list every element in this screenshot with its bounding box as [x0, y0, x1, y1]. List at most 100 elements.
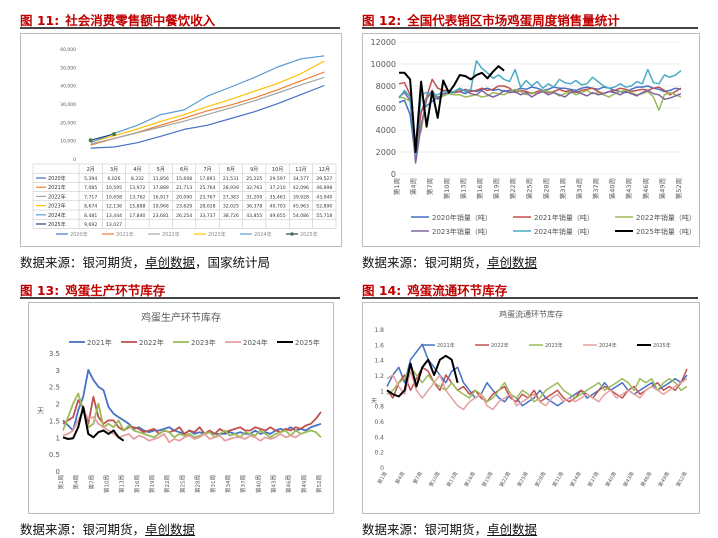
table-cell: 17,840	[129, 213, 145, 219]
y-tick-label: 20,000	[60, 120, 76, 126]
figure-13-source: 数据来源：银河期货，卓创数据	[20, 519, 195, 538]
y-tick-label: 4000	[376, 126, 396, 135]
y-tick-label: 10,000	[60, 139, 76, 145]
x-tick-label: 第1周	[57, 475, 65, 490]
source-link[interactable]: 卓创数据	[145, 255, 196, 270]
legend-label: 2024年	[254, 231, 272, 238]
x-tick-label: 第7周	[425, 178, 434, 195]
series-line-2025年销量（吨）	[399, 65, 505, 153]
table-cell: 13,972	[129, 185, 145, 191]
legend-label: 2025年销量（吨）	[636, 227, 696, 236]
x-tick-label: 第19周	[148, 475, 156, 493]
table-cell: 21,531	[223, 176, 239, 182]
table-header-cell: 10月	[272, 167, 283, 173]
table-cell: 36,378	[246, 204, 262, 210]
table-header-cell: 9月	[250, 167, 258, 173]
x-tick-label: 第40周	[254, 475, 262, 493]
legend-label: 2020年	[70, 231, 88, 238]
table-row-label: 2025年	[48, 221, 66, 228]
table-cell: 25,764	[199, 185, 215, 191]
y-tick-label: 3	[56, 367, 60, 375]
series-line-2021年销量（吨）	[398, 78, 682, 153]
series-line-2025年	[90, 133, 115, 141]
y-tick-label: 1	[380, 388, 384, 395]
table-cell: 16,917	[153, 194, 169, 200]
figure-number: 图 13:	[20, 283, 60, 298]
x-tick-label: 第34周	[569, 471, 583, 489]
series-line-2022年	[386, 366, 688, 403]
table-header-cell: 6月	[180, 167, 188, 173]
figure-number: 图 11:	[20, 13, 60, 28]
table-cell: 13,762	[129, 194, 145, 200]
table-cell: 32,763	[246, 185, 262, 191]
source-prefix: 数据来源：银河期货，	[20, 522, 146, 537]
table-cell: 23,681	[153, 213, 169, 219]
table-cell: 27,383	[223, 194, 239, 200]
figure-13-chart: 鸡蛋生产环节库存 2021年 2022年 2023年 2024年 2025年 0 0.5 1 1.…	[37, 311, 323, 493]
table-cell: 6,026	[107, 176, 120, 182]
table-cell: 42,096	[293, 185, 309, 191]
title-rule	[20, 297, 340, 299]
table-cell: 32,025	[223, 204, 239, 210]
legend-label: 2024年	[243, 338, 268, 347]
y-tick-label: 0.8	[374, 404, 384, 411]
figure-14-chart-frame: 鸡蛋流通环节库存 0 0.2 0.4 0.6 0.8 1 1.2 1.4 1.6 1.8 天 2021年…	[362, 302, 700, 514]
data-point-2025	[112, 132, 117, 137]
y-tick-label: 0	[73, 157, 76, 163]
figure-title-text: 鸡蛋生产环节库存	[65, 283, 166, 298]
table-cell: 35,461	[270, 194, 286, 200]
legend-label: 2022年	[491, 342, 509, 349]
x-tick-label: 第7周	[411, 471, 424, 486]
x-tick-label: 第4周	[409, 178, 418, 195]
table-header-cell: 2月	[87, 167, 95, 173]
table-cell: 39,928	[293, 194, 309, 200]
source-prefix: 数据来源：银河期货，	[362, 255, 488, 270]
x-tick-label: 第37周	[239, 475, 247, 493]
table-cell: 34,577	[293, 176, 309, 182]
legend-label: 2021年	[437, 342, 455, 349]
table-cell: 43,855	[246, 213, 262, 219]
x-tick-label: 第49周	[657, 471, 671, 489]
series-line-2025年	[386, 354, 459, 398]
x-tick-label: 第22周	[163, 475, 171, 493]
x-tick-label: 第34周	[574, 178, 583, 199]
figure-12-title: 图 12: 全国代表销区市场鸡蛋周度销售量统计	[362, 10, 620, 29]
legend-label: 2021年销量（吨）	[534, 213, 594, 222]
table-header-cell: 3月	[110, 167, 118, 173]
table-cell: 31,209	[246, 194, 262, 200]
y-tick-label: 60,000	[60, 47, 76, 53]
x-tick-label: 第43周	[269, 475, 277, 493]
data-point-2025	[88, 138, 93, 143]
y-tick-label: 8000	[376, 82, 396, 91]
x-tick-label: 第37周	[591, 178, 600, 199]
x-tick-label: 第13周	[118, 475, 126, 493]
series-line-2024年	[62, 409, 302, 444]
x-tick-label: 第10周	[103, 475, 111, 493]
table-row-label: 2021年	[48, 184, 66, 191]
x-tick-label: 第22周	[498, 471, 512, 489]
y-tick-label: 0.5	[49, 451, 60, 459]
source-link[interactable]: 卓创数据	[145, 522, 196, 537]
source-link[interactable]: 卓创数据	[487, 522, 538, 537]
table-cell: 7,717	[84, 194, 97, 200]
table-cell: 49,655	[270, 213, 286, 219]
y-tick-label: 0.6	[374, 419, 384, 426]
y-tick-label: 2000	[376, 148, 396, 157]
x-tick-label: 第16周	[463, 471, 477, 489]
y-tick-label: 0	[391, 170, 396, 179]
y-tick-label: 2.5	[49, 384, 60, 392]
source-link[interactable]: 卓创数据	[487, 255, 538, 270]
table-header-cell: 7月	[203, 167, 211, 173]
x-tick-label: 第25周	[516, 471, 530, 489]
x-tick-label: 第28周	[541, 178, 550, 199]
figure-title-text: 鸡蛋流通环节库存	[407, 283, 508, 298]
source-prefix: 数据来源：银河期货，	[362, 522, 488, 537]
table-cell: 45,963	[293, 204, 309, 210]
legend-label: 2025年	[295, 338, 320, 347]
figure-14-source: 数据来源：银河期货，卓创数据	[362, 519, 537, 538]
x-tick-label: 第4周	[394, 471, 407, 486]
legend-label: 2023年	[208, 231, 226, 238]
y-tick-label: 10000	[371, 60, 396, 69]
table-header-cell: 12月	[319, 167, 330, 173]
series-line-2025年	[62, 405, 125, 442]
